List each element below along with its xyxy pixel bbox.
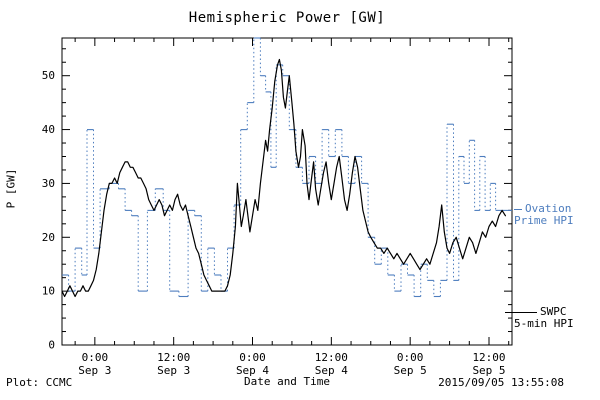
svg-text:Sep 3: Sep 3 [157,364,190,377]
svg-text:30: 30 [42,177,55,190]
legend-swpc-marker [505,311,537,313]
svg-text:10: 10 [42,285,55,298]
y-axis-label: P [GW] [4,168,18,209]
svg-text:12:00: 12:00 [157,351,190,364]
svg-text:0:00: 0:00 [397,351,424,364]
chart-title: Hemispheric Power [GW] [188,10,386,26]
legend-swpc-label-line2: 5-min HPI [514,317,574,330]
svg-text:Sep 5: Sep 5 [394,364,427,377]
legend-ovation-label-line1: Ovation [525,202,572,215]
legend-ovation: Ovation Prime HPI [514,203,574,227]
svg-text:Sep 5: Sep 5 [472,364,505,377]
plot-timestamp: 2015/09/05 13:55:08 [438,376,564,389]
legend-ovation-label-line2: Prime HPI [514,214,574,227]
svg-text:Sep 4: Sep 4 [236,364,269,377]
svg-text:20: 20 [42,231,55,244]
svg-text:12:00: 12:00 [315,351,348,364]
svg-text:Sep 3: Sep 3 [78,364,111,377]
svg-text:12:00: 12:00 [472,351,505,364]
svg-text:0:00: 0:00 [239,351,266,364]
svg-text:0: 0 [48,339,55,352]
x-axis-label: Date and Time [243,375,331,388]
svg-text:Sep 4: Sep 4 [315,364,348,377]
svg-text:0:00: 0:00 [82,351,109,364]
legend-ovation-marker [514,208,522,210]
svg-text:40: 40 [42,123,55,136]
legend-swpc: SWPC 5-min HPI [505,306,574,330]
svg-text:50: 50 [42,69,55,82]
plot-credit: Plot: CCMC [6,376,73,389]
legend-swpc-label-line1: SWPC [540,305,567,318]
